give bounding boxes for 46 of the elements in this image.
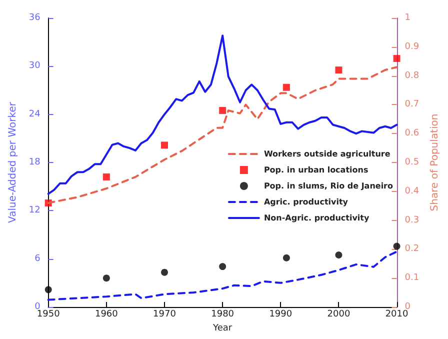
point [335,251,342,258]
x-tick-label: 2010 [385,310,409,320]
y2-tick-label: 0.8 [404,70,420,81]
point [161,268,168,276]
y-axis-title: Value-Added per Worker [8,101,18,223]
y2-tick-label: 0.3 [404,215,420,226]
y-tick-label: 18 [28,158,41,168]
legend-label: Agric. productivity [264,198,349,206]
point [44,286,52,294]
y-tick-label: 30 [28,61,41,72]
x-tick-label: 1990 [269,310,292,320]
line-series [47,250,398,301]
point [160,142,168,149]
point [335,66,342,74]
point [102,173,110,180]
y2-tick-label: 0.9 [404,42,420,52]
point [102,274,110,282]
point [282,84,290,91]
y2-tick-label: 0.7 [404,100,420,110]
point [282,254,290,262]
legend-label: Pop. in urban locations [264,166,368,174]
y-tick-label: 6 [34,254,41,264]
y-tick-label: 36 [28,13,41,23]
x-tick-label: 1950 [36,310,60,320]
point [393,54,400,62]
y-tick-label: 12 [28,206,40,216]
legend-label: Non-Agric. productivity [264,214,370,222]
legend-label: Workers outside agriculture [264,150,391,158]
y2-axis-title: Share of Population [430,114,440,212]
y2-tick-label: 0.2 [404,244,420,254]
y2-tick-label: 0.1 [404,273,420,284]
x-axis-title: Year [212,323,232,334]
legend-label: Pop. in slums, Rio de Janeiro [264,182,394,190]
y2-tick-label: 1 [404,13,411,23]
y-tick-label: 24 [28,109,41,120]
y2-tick-label: 0.4 [404,186,420,196]
point [393,242,400,250]
point [219,106,226,114]
x-tick-label: 2000 [327,310,350,320]
x-tick-label: 1970 [153,310,176,320]
y2-tick-label: 0.6 [404,128,420,139]
line-series [47,34,398,195]
x-tick-label: 1980 [211,310,234,320]
x-tick-label: 1960 [94,310,118,320]
y2-tick-label: 0.5 [404,158,420,168]
point [219,263,226,270]
